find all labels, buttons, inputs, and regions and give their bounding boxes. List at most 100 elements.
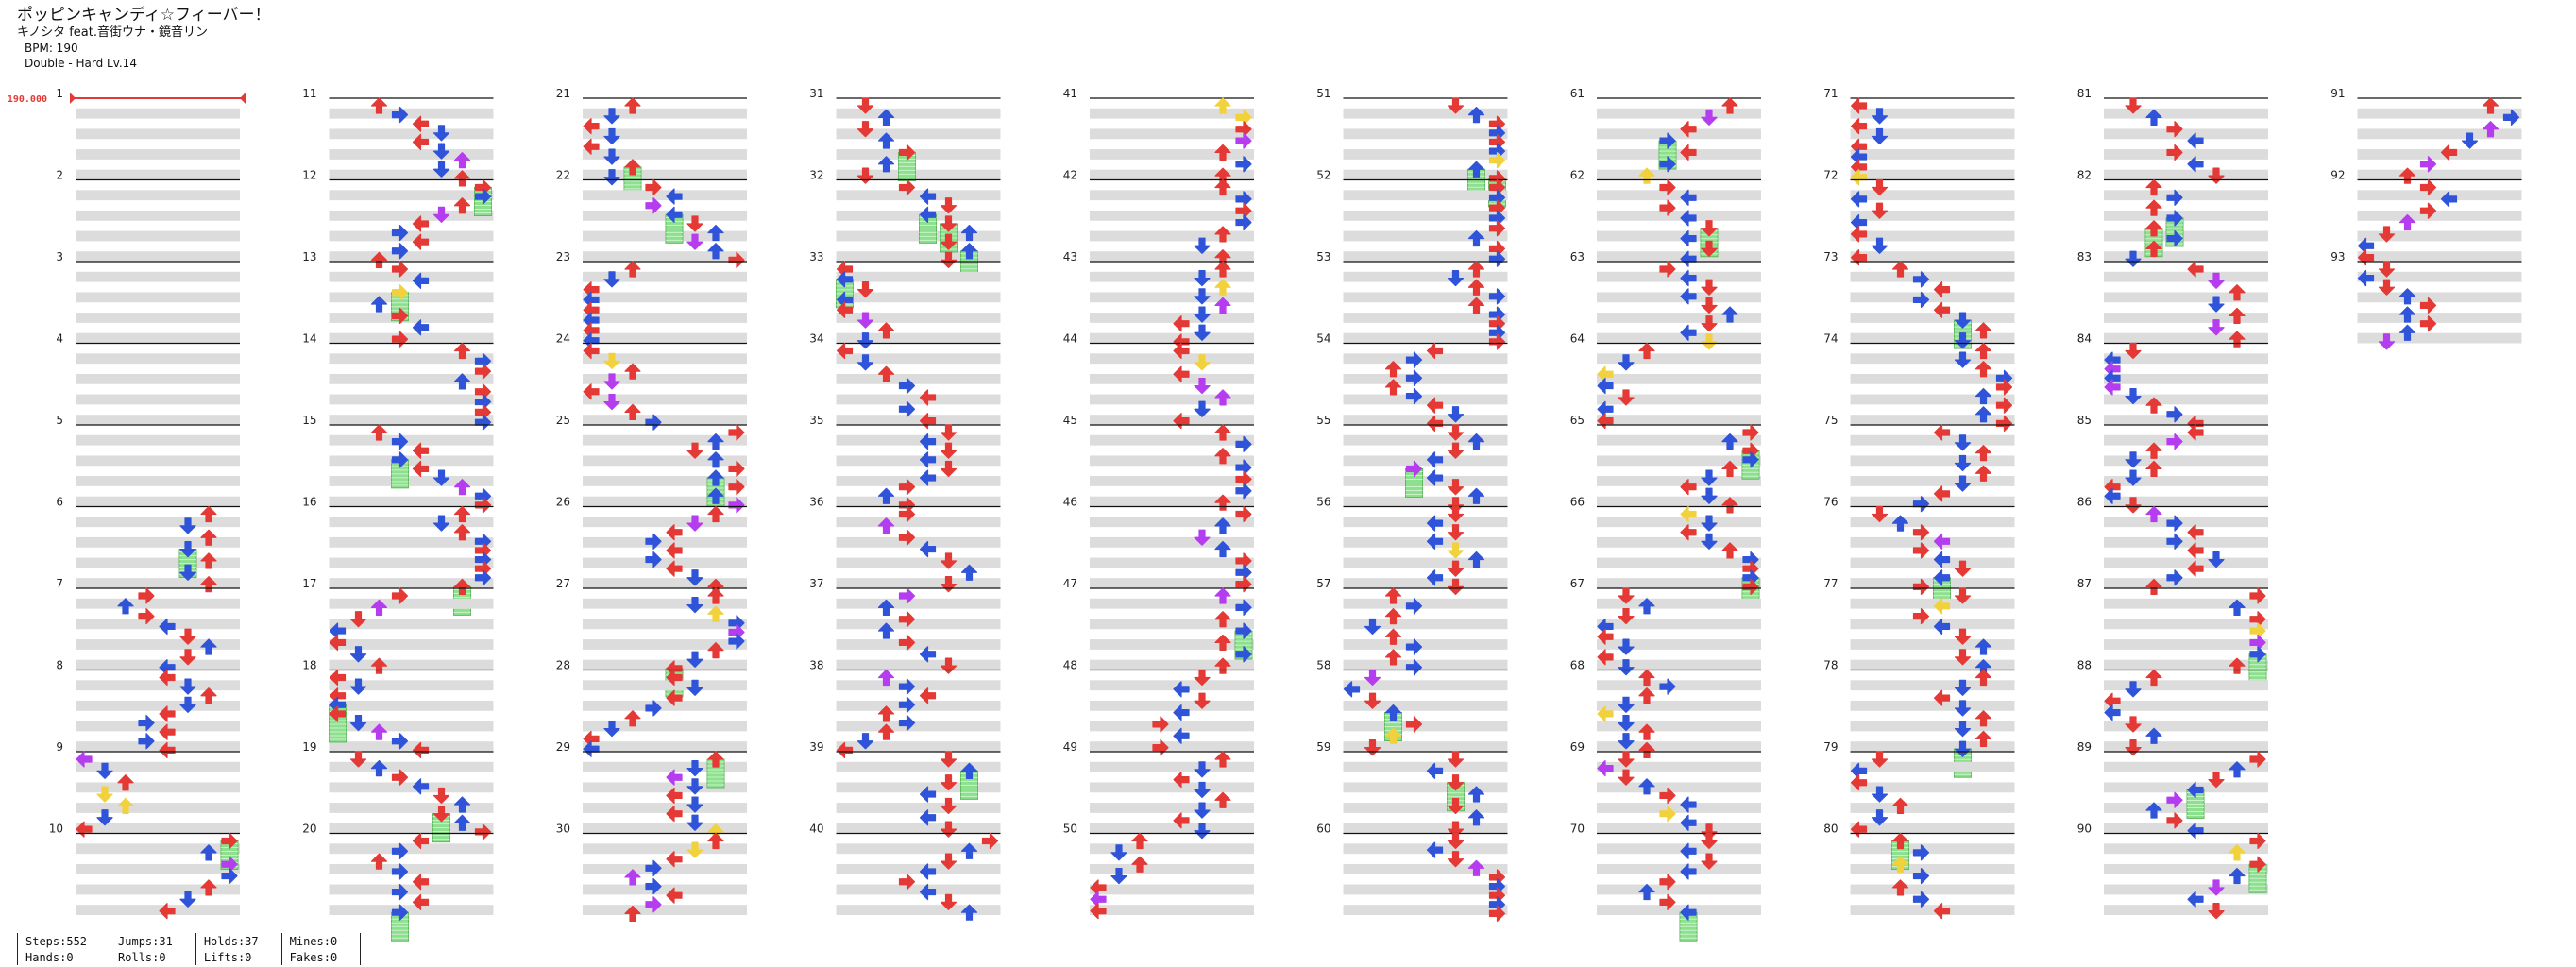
arrow-icon: [1954, 332, 1972, 349]
beat-row: [329, 721, 494, 732]
arrow-icon: [412, 133, 430, 151]
arrow-icon: [2187, 261, 2204, 278]
beat-row: [1850, 659, 2015, 670]
arrow-icon: [1891, 797, 1909, 815]
arrow-icon: [877, 322, 895, 339]
arrow-icon: [179, 628, 196, 645]
arrow-icon: [2229, 867, 2246, 885]
arrow-icon: [1488, 333, 1506, 350]
arrow-icon: [349, 611, 367, 628]
arrow-icon: [686, 778, 703, 795]
arrow-icon: [1384, 727, 1402, 744]
beat-row: [329, 169, 494, 180]
beat-row: [836, 884, 1001, 895]
beat-row: [1597, 128, 1761, 140]
beat-row: [1343, 823, 1508, 834]
arrow-icon: [836, 741, 854, 758]
arrow-icon: [391, 107, 409, 124]
arrow-icon: [2104, 704, 2121, 721]
arrow-icon: [940, 774, 958, 791]
beat-row: [2104, 823, 2268, 834]
arrow-icon: [1214, 751, 1231, 768]
beat-row: [1597, 455, 1761, 467]
arrow-icon: [1173, 772, 1190, 789]
beat-row: [836, 149, 1001, 160]
measure-number: 50: [1063, 823, 1077, 836]
arrow-icon: [2166, 812, 2183, 829]
arrow-icon: [2419, 315, 2437, 332]
beat-row: [1343, 128, 1508, 140]
beat-row: [583, 149, 747, 160]
arrow-icon: [877, 599, 895, 616]
arrow-icon: [2482, 121, 2500, 138]
arrow-icon: [856, 97, 874, 114]
arrow-icon: [2249, 587, 2266, 604]
beat-row: [836, 578, 1001, 588]
beat-row: [583, 332, 747, 344]
beat-row: [2104, 128, 2268, 140]
arrow-icon: [1850, 118, 1868, 135]
beat-row: [329, 782, 494, 793]
arrow-icon: [1638, 723, 1655, 740]
arrow-icon: [1680, 288, 1697, 305]
beat-row: [2104, 761, 2268, 772]
arrow-icon: [370, 251, 388, 268]
arrow-icon: [1933, 551, 1951, 568]
beat-row: [2104, 843, 2268, 855]
arrow-icon: [1214, 448, 1231, 465]
arrow-icon: [1701, 240, 1718, 257]
arrow-icon: [1405, 387, 1423, 405]
beat-row: [329, 823, 494, 834]
arrow-icon: [1912, 844, 1930, 861]
arrow-icon: [1214, 517, 1231, 534]
beat-row: [1850, 292, 2015, 303]
beat-row: [583, 210, 747, 221]
arrow-icon: [1488, 905, 1506, 922]
arrow-icon: [2229, 844, 2246, 861]
arrow-icon: [940, 197, 958, 214]
beat-row: [1850, 761, 2015, 772]
measure-number: 72: [1823, 169, 1838, 182]
arrow-icon: [1721, 97, 1738, 114]
arrow-icon: [1447, 524, 1465, 541]
beat-row: [2357, 230, 2522, 242]
arrow-icon: [1659, 132, 1676, 149]
arrow-icon: [2502, 109, 2520, 126]
beat-row: [329, 434, 494, 446]
beat-row: [76, 863, 240, 874]
beat-row: [329, 313, 494, 323]
beat-row: [2357, 149, 2522, 160]
beat-row: [1090, 332, 1254, 344]
beat-row: [583, 680, 747, 691]
arrow-icon: [1933, 485, 1951, 502]
beat-row: [329, 292, 494, 303]
arrow-icon: [1214, 97, 1231, 114]
arrow-icon: [2461, 132, 2479, 149]
arrow-icon: [474, 823, 492, 840]
beat-row: [1090, 659, 1254, 670]
arrow-icon: [1235, 213, 1252, 231]
arrow-icon: [1680, 144, 1697, 161]
arrow-icon: [1954, 700, 1972, 717]
measure-number: 11: [302, 87, 316, 100]
arrow-icon: [603, 373, 620, 390]
measure-number: 84: [2077, 332, 2092, 346]
arrow-icon: [1194, 529, 1211, 546]
arrow-icon: [1426, 397, 1444, 414]
beat-row: [583, 455, 747, 467]
beat-row: [76, 108, 240, 119]
arrow-icon: [1447, 442, 1465, 459]
beat-row: [583, 782, 747, 793]
arrow-icon: [1384, 628, 1402, 645]
arrow-icon: [1447, 479, 1465, 496]
arrow-icon: [919, 786, 937, 803]
arrow-icon: [2419, 297, 2437, 314]
arrow-icon: [603, 271, 620, 288]
arrow-icon: [919, 687, 937, 704]
arrow-icon: [96, 762, 113, 779]
measure-number: 8: [56, 659, 63, 672]
arrow-icon: [666, 806, 683, 823]
beat-row: [329, 803, 494, 813]
arrow-icon: [1426, 342, 1444, 360]
